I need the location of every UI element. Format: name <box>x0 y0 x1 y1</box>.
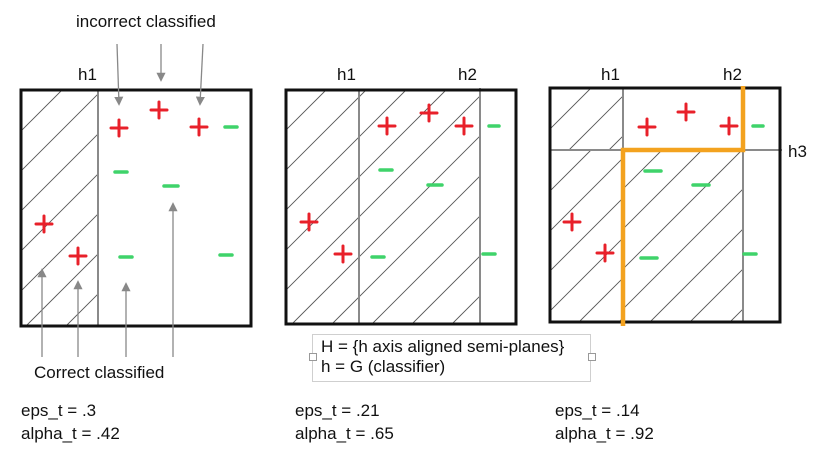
panel-1-eps: eps_t = .3 <box>21 401 97 420</box>
hatch-line <box>25 253 98 326</box>
hatch-line <box>551 150 552 151</box>
hatch-line <box>622 150 703 231</box>
positive-sample-marker <box>562 212 582 232</box>
panel-2-eps: eps_t = .21 <box>295 401 380 420</box>
hatch-line <box>451 295 480 324</box>
positive-sample-marker <box>189 117 209 137</box>
legend-line-1: H = {h axis aligned semi-planes} <box>321 337 565 356</box>
hatch-line <box>371 215 480 324</box>
hatch-line <box>331 175 480 324</box>
combined-decision-boundary <box>620 86 746 326</box>
hatch-region-3 <box>551 88 743 322</box>
hatch-line <box>622 150 663 191</box>
positive-sample-marker <box>68 246 88 266</box>
panel-2: h1 h2 <box>284 65 518 326</box>
hatch-line <box>551 88 552 89</box>
correct-classified-label: Correct classified <box>34 363 164 382</box>
panel-3-alpha: alpha_t = .92 <box>555 424 654 443</box>
hatch-line <box>291 135 480 324</box>
panel-2-label-h1: h1 <box>337 65 356 84</box>
positive-sample-marker <box>637 117 657 137</box>
panel-1-alpha: alpha_t = .42 <box>21 424 120 443</box>
positive-sample-marker <box>299 212 319 232</box>
panel-3-stats: eps_t = .14 alpha_t = .92 <box>555 399 654 445</box>
legend-resize-handle-top-right[interactable] <box>588 353 596 361</box>
hatch-line <box>608 135 623 150</box>
hatch-line <box>411 255 480 324</box>
positive-sample-marker <box>377 116 397 136</box>
hatch-line <box>551 238 622 311</box>
panel-2-stats: eps_t = .21 alpha_t = .65 <box>295 399 394 445</box>
positive-sample-marker <box>595 243 615 263</box>
hatch-line <box>622 150 623 151</box>
positive-sample-marker <box>149 100 169 120</box>
hatch-line <box>22 173 98 251</box>
hatch-line <box>649 228 743 322</box>
hatch-line <box>578 278 622 322</box>
panel-2-alpha: alpha_t = .65 <box>295 424 394 443</box>
incorrect-classified-label: incorrect classified <box>76 12 216 31</box>
hatch-line <box>286 90 407 211</box>
panel-3: h1 h2 h3 <box>548 65 807 326</box>
hatch-line <box>106 90 342 326</box>
hatch-line <box>286 90 447 251</box>
hatch-line <box>551 88 592 129</box>
hatch-line <box>22 133 98 211</box>
hatch-line <box>22 93 98 171</box>
hatch-line <box>286 95 480 291</box>
positive-sample-marker <box>454 116 474 136</box>
legend-line-2: h = G (classifier) <box>321 357 446 376</box>
hatch-line <box>551 150 592 191</box>
hatch-line <box>286 90 367 171</box>
hatch-line <box>22 90 63 131</box>
positive-sample-marker <box>419 103 439 123</box>
positive-sample-marker <box>109 118 129 138</box>
panel-3-label-h2: h2 <box>723 65 742 84</box>
data-points <box>34 100 765 266</box>
panel-1-label-h1: h1 <box>78 65 97 84</box>
arrow-incorrect-3 <box>195 43 205 106</box>
panel-1-frame <box>19 88 253 328</box>
positive-sample-marker <box>333 244 353 264</box>
legend-resize-handle-top-left[interactable] <box>309 353 317 361</box>
hatch-line <box>65 293 98 326</box>
hatch-line <box>551 158 622 231</box>
panel-1-stats: eps_t = .3 alpha_t = .42 <box>21 399 120 445</box>
hatch-line <box>551 198 622 271</box>
panel-2-label-h2: h2 <box>458 65 477 84</box>
positive-sample-marker <box>676 102 696 122</box>
positive-sample-marker <box>719 116 739 136</box>
panel-3-eps: eps_t = .14 <box>555 401 640 420</box>
panel-3-label-h3: h3 <box>788 142 807 161</box>
hatch-region-2 <box>286 90 480 324</box>
panel-2-frame <box>284 88 518 326</box>
panel-1: h1 <box>19 65 342 328</box>
panel-3-label-h1: h1 <box>601 65 620 84</box>
positive-sample-marker <box>34 214 54 234</box>
panel-3-frame <box>548 86 782 324</box>
hypothesis-legend-box: H = {h axis aligned semi-planes} h = G (… <box>312 334 591 382</box>
hatch-line <box>22 90 23 91</box>
annotations: incorrect classified Correct classified <box>34 12 216 382</box>
hatch-line <box>622 188 743 311</box>
hatch-line <box>22 213 98 291</box>
hatch-line <box>568 95 623 150</box>
hatch-line <box>689 268 743 322</box>
arrow-incorrect-1 <box>114 43 124 106</box>
hatch-line <box>618 318 622 322</box>
hatch-line <box>622 150 743 271</box>
hatch-line <box>286 90 327 131</box>
hatch-region-1 <box>22 90 342 326</box>
